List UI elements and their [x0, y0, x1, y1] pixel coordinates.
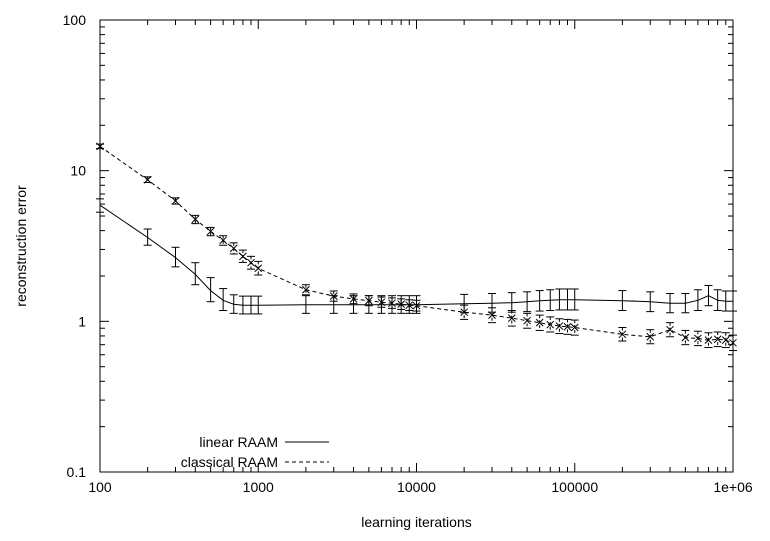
y-tick-label: 0.1	[67, 464, 87, 480]
error-bar-linear-raam	[523, 291, 532, 313]
x-axis-title: learning iterations	[361, 514, 472, 530]
data-point-classical-raam	[349, 294, 358, 303]
data-point-classical-raam	[254, 264, 263, 273]
data-point-classical-raam	[329, 292, 338, 300]
data-point-classical-raam	[507, 314, 516, 322]
error-bar-linear-raam	[171, 246, 180, 268]
error-bar-linear-raam	[206, 277, 215, 303]
x-tick-label: 100	[88, 479, 112, 495]
data-point-classical-raam	[546, 320, 555, 329]
error-bar-linear-raam	[254, 295, 263, 315]
y-axis-title: reconstruction error	[13, 185, 29, 307]
error-bar-linear-raam	[555, 288, 564, 311]
data-point-classical-raam	[405, 301, 414, 310]
data-point-classical-raam	[618, 330, 627, 339]
error-bar-linear-raam	[563, 288, 572, 311]
error-bar-linear-raam	[546, 289, 555, 312]
data-point-classical-raam	[171, 197, 180, 205]
data-point-classical-raam	[247, 258, 255, 267]
data-point-classical-raam	[721, 336, 730, 345]
data-point-classical-raam	[535, 318, 544, 327]
data-point-classical-raam	[239, 252, 247, 261]
data-point-classical-raam	[191, 215, 200, 224]
data-point-classical-raam	[704, 336, 713, 345]
data-point-classical-raam	[229, 244, 238, 253]
data-point-classical-raam	[219, 236, 227, 245]
data-point-classical-raam	[397, 300, 406, 309]
y-tick-label: 1	[78, 313, 86, 329]
error-bar-classical-raam	[219, 235, 228, 246]
data-point-classical-raam	[646, 332, 655, 341]
x-tick-label: 10000	[397, 479, 436, 495]
error-bar-linear-raam	[666, 293, 675, 314]
error-bar-linear-raam	[191, 262, 200, 286]
data-point-classical-raam	[681, 333, 690, 342]
error-bar-linear-raam	[646, 291, 655, 313]
data-point-classical-raam	[206, 227, 215, 236]
legend-label-linear-raam: linear RAAM	[199, 434, 278, 450]
error-bar-linear-raam	[535, 290, 544, 312]
error-bar-linear-raam	[713, 289, 722, 312]
error-bar-linear-raam	[301, 295, 310, 314]
data-point-classical-raam	[377, 298, 386, 307]
error-bar-linear-raam	[238, 295, 247, 315]
data-point-classical-raam	[488, 311, 496, 319]
y-tick-label: 100	[63, 12, 87, 28]
data-point-classical-raam	[666, 325, 674, 334]
error-bar-linear-raam	[693, 289, 702, 312]
data-point-classical-raam	[365, 296, 373, 305]
axis-ticks: 100 1000 10000 100000 1e+06 0.1 1 10 100	[63, 12, 753, 495]
error-bar-linear-raam	[219, 288, 228, 312]
error-bar-linear-raam	[570, 288, 579, 311]
legend: linear RAAM classical RAAM	[181, 434, 329, 470]
error-bar-linear-raam	[143, 228, 152, 246]
data-point-classical-raam	[460, 308, 468, 317]
data-point-classical-raam	[412, 301, 421, 310]
error-bar-linear-raam	[681, 293, 690, 314]
error-bar-linear-raam	[721, 290, 730, 312]
x-tick-label: 100000	[551, 479, 598, 495]
error-bar-classical-raam	[349, 293, 358, 305]
data-point-classical-raam	[523, 316, 531, 325]
data-point-classical-raam	[302, 285, 310, 294]
x-tick-label: 1000	[243, 479, 274, 495]
data-point-classical-raam	[143, 175, 152, 184]
error-bar-classical-raam	[206, 226, 215, 237]
data-point-classical-raam	[570, 323, 579, 332]
y-tick-label: 10	[70, 163, 86, 179]
data-point-classical-raam	[563, 322, 572, 331]
error-bar-linear-raam	[618, 290, 627, 312]
error-bar-linear-raam	[247, 295, 256, 315]
x-tick-label: 1e+06	[713, 479, 753, 495]
error-bar-classical-raam	[191, 214, 200, 225]
data-point-classical-raam	[555, 322, 564, 330]
data-point-classical-raam	[388, 299, 396, 308]
data-point-classical-raam	[713, 335, 722, 344]
plot-area	[96, 142, 737, 352]
error-bar-linear-raam	[704, 284, 713, 307]
data-point-classical-raam	[694, 334, 702, 343]
error-bar-linear-raam	[229, 294, 238, 314]
legend-label-classical-raam: classical RAAM	[181, 454, 278, 470]
